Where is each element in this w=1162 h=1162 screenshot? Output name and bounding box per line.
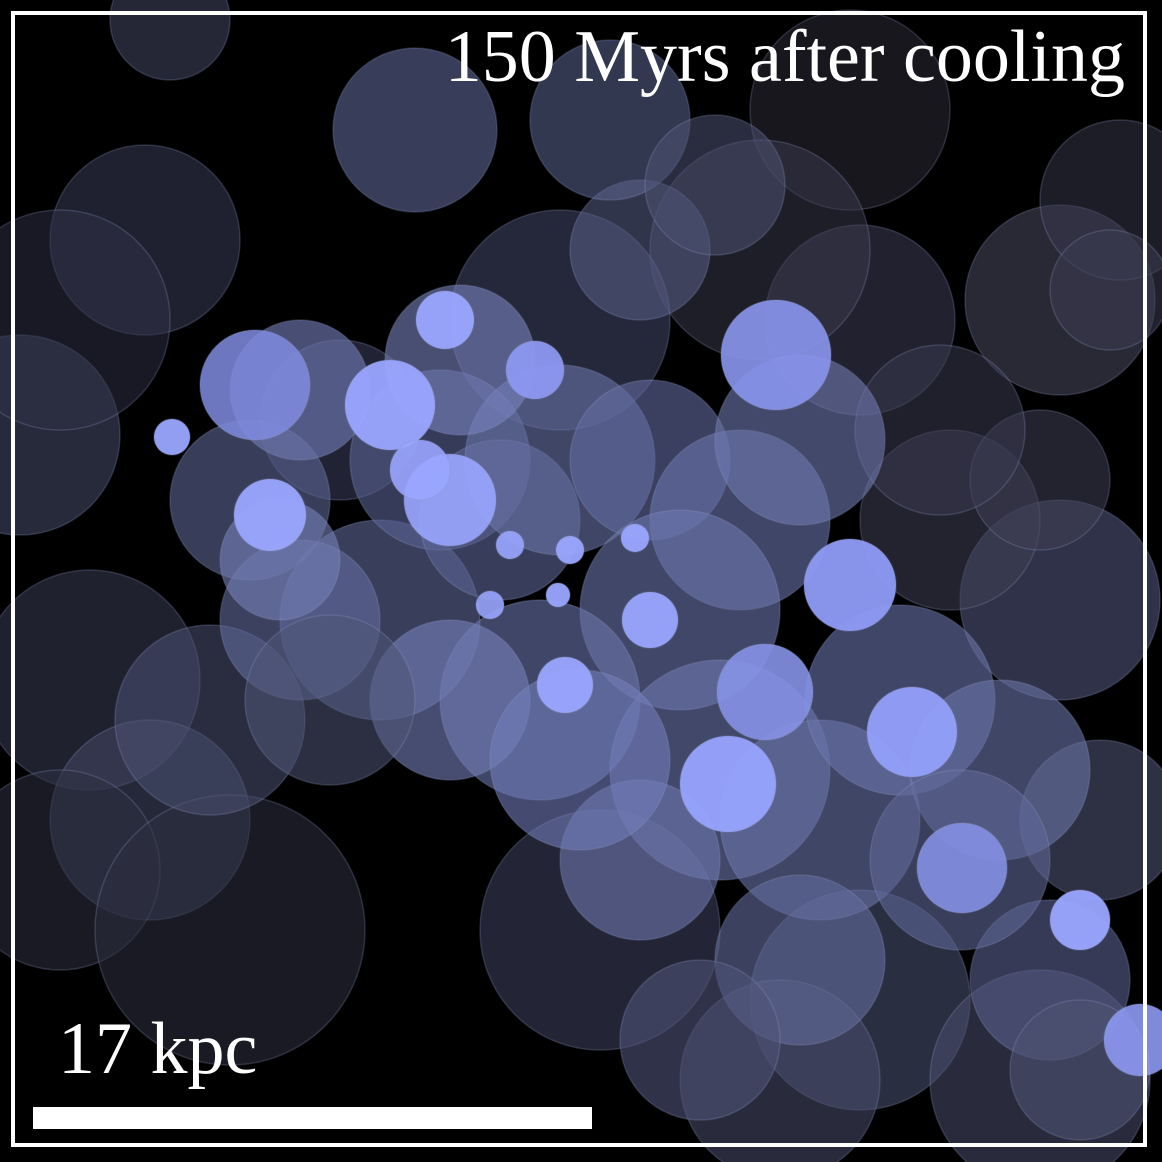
scale-bar [33, 1107, 592, 1129]
gas-particle [679, 735, 777, 833]
gas-particle [536, 656, 594, 714]
gas-particle [644, 114, 786, 256]
gas-particle [344, 359, 436, 451]
gas-particle [475, 590, 505, 620]
gas-particle [0, 209, 171, 431]
gas-particle [916, 822, 1008, 914]
gas-particle [621, 591, 679, 649]
scale-bar-label: 17 kpc [58, 1008, 258, 1090]
gas-particle [619, 959, 781, 1121]
gas-particle [1049, 229, 1162, 351]
gas-particle [803, 538, 897, 632]
gas-particle [545, 582, 571, 608]
gas-particle [720, 299, 832, 411]
gas-particle [415, 290, 475, 350]
gas-particle [109, 0, 231, 81]
gas-particle [153, 418, 191, 456]
time-label: 150 Myrs after cooling [444, 16, 1125, 98]
gas-particle [1103, 1003, 1162, 1077]
gas-particle [495, 530, 525, 560]
gas-particle [233, 478, 307, 552]
gas-particle [199, 329, 311, 441]
gas-particle [332, 47, 498, 213]
gas-particle [716, 643, 814, 741]
gas-particle [1049, 889, 1111, 951]
gas-particle [866, 686, 958, 778]
gas-particle [389, 439, 451, 501]
gas-particle [505, 340, 565, 400]
gas-particle [555, 535, 585, 565]
gas-particle [620, 523, 650, 553]
gas-particle [244, 614, 416, 786]
